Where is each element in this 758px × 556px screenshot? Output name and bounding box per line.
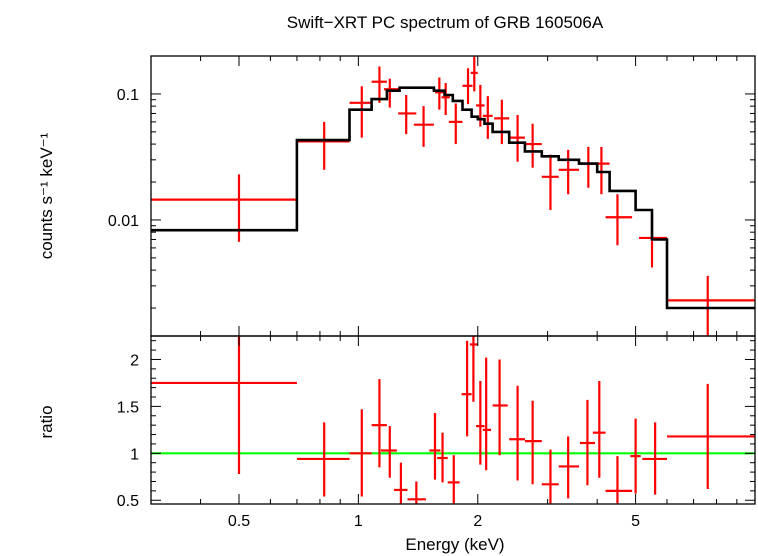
x-tick-label: 5 bbox=[631, 513, 640, 530]
y-tick-label: 1 bbox=[130, 446, 139, 463]
spectrum-data-point bbox=[541, 154, 559, 210]
spectrum-data-point bbox=[448, 103, 463, 145]
spectrum-data-point bbox=[667, 275, 755, 336]
ratio-data-point bbox=[642, 422, 668, 495]
ratio-data-point bbox=[394, 462, 408, 504]
ratio-data-point bbox=[667, 383, 755, 489]
spectrum-plot-area bbox=[151, 56, 755, 336]
ratio-data-point bbox=[461, 340, 472, 437]
y-axis-label-ratio: ratio bbox=[37, 405, 56, 438]
ratio-data-point bbox=[630, 418, 641, 494]
spectrum-data-point bbox=[441, 83, 450, 116]
chart-title: Swift−XRT PC spectrum of GRB 160506A bbox=[287, 13, 604, 32]
y-tick-label: 0.1 bbox=[117, 87, 139, 104]
spectrum-data-point bbox=[296, 121, 350, 170]
spectrum-data-point bbox=[494, 99, 510, 145]
ratio-data-point bbox=[476, 381, 485, 465]
spectrum-data-point bbox=[413, 106, 434, 147]
spectrum-data-point bbox=[371, 66, 387, 103]
spectrum-data-point bbox=[349, 86, 372, 138]
x-tick-label: 0.5 bbox=[228, 513, 250, 530]
ratio-data-point bbox=[524, 400, 542, 485]
x-tick-label: 1 bbox=[354, 513, 363, 530]
spectrum-data-point bbox=[579, 146, 598, 188]
y-tick-label: 0.01 bbox=[108, 213, 139, 230]
ratio-data-point bbox=[349, 409, 372, 497]
y-axis-label-spectrum: counts s⁻¹ keV⁻¹ bbox=[37, 132, 56, 259]
spectrum-data-point bbox=[151, 174, 297, 242]
ratio-frame bbox=[150, 335, 756, 505]
spectrum-data-point bbox=[605, 194, 633, 246]
y-tick-label: 0.5 bbox=[117, 493, 139, 510]
spectrum-data-point bbox=[524, 123, 542, 168]
ratio-data-point bbox=[592, 381, 606, 478]
ratio-data-point bbox=[407, 481, 426, 504]
ratio-data-point bbox=[605, 456, 633, 504]
ratio-data-point bbox=[558, 436, 580, 499]
spectrum-data-point bbox=[482, 96, 493, 139]
model-step-line bbox=[151, 86, 755, 310]
spectrum-data-point bbox=[462, 68, 473, 105]
spectrum-data-point bbox=[558, 149, 580, 195]
x-tick-label: 2 bbox=[473, 513, 482, 530]
ratio-data-point bbox=[429, 412, 441, 480]
plot-layer: 0.1 0.01 0.5 1 2 5 0.5 1 1.5 2 bbox=[108, 55, 756, 530]
spectrum-data-point bbox=[434, 77, 445, 110]
ratio-data-point bbox=[380, 426, 397, 478]
y-tick-label: 2 bbox=[130, 352, 139, 369]
ratio-data-point bbox=[151, 336, 297, 474]
ratio-data-point bbox=[371, 379, 387, 468]
ratio-data-point bbox=[492, 359, 508, 456]
ratio-data-point bbox=[296, 422, 350, 497]
spectrum-data-point bbox=[398, 95, 417, 135]
spectrum-data-point bbox=[470, 56, 478, 92]
ratio-data-point bbox=[579, 399, 596, 486]
spectrum-data-point bbox=[509, 115, 525, 162]
ratio-data-point bbox=[437, 432, 448, 483]
spectrum-data-point bbox=[592, 146, 610, 195]
ratio-plot-area bbox=[151, 336, 755, 504]
ratio-data-point bbox=[447, 455, 460, 504]
ratio-data-point bbox=[509, 385, 525, 481]
y-tick-label: 1.5 bbox=[117, 399, 139, 416]
ratio-data-point bbox=[482, 357, 492, 471]
spectrum-data-point bbox=[383, 78, 400, 108]
x-axis-label: Energy (keV) bbox=[405, 535, 504, 554]
ratio-data-point bbox=[541, 449, 559, 504]
ratio-data-point bbox=[469, 336, 478, 402]
